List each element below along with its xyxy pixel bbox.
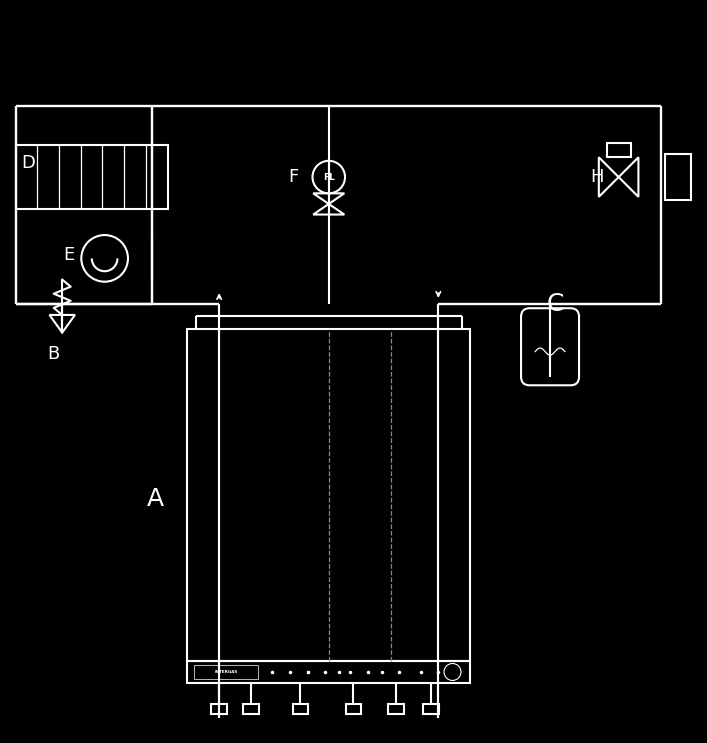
Bar (243, 704, 259, 715)
Bar (187, 329, 470, 661)
Text: H: H (590, 168, 604, 186)
Text: E: E (64, 246, 75, 264)
Bar (293, 704, 308, 715)
Text: B: B (47, 345, 59, 363)
Text: F: F (288, 168, 298, 186)
Text: INTERGAS: INTERGAS (215, 670, 238, 674)
Bar (607, 143, 631, 158)
Bar (346, 704, 361, 715)
Text: C: C (547, 292, 563, 317)
Bar (388, 704, 404, 715)
Bar (211, 704, 227, 715)
Bar (194, 664, 258, 679)
Bar (187, 661, 470, 683)
Text: A: A (147, 487, 164, 510)
Bar (423, 704, 439, 715)
Bar (16, 146, 168, 209)
Text: D: D (21, 154, 35, 172)
Text: FL: FL (323, 172, 334, 181)
Bar (665, 154, 691, 200)
